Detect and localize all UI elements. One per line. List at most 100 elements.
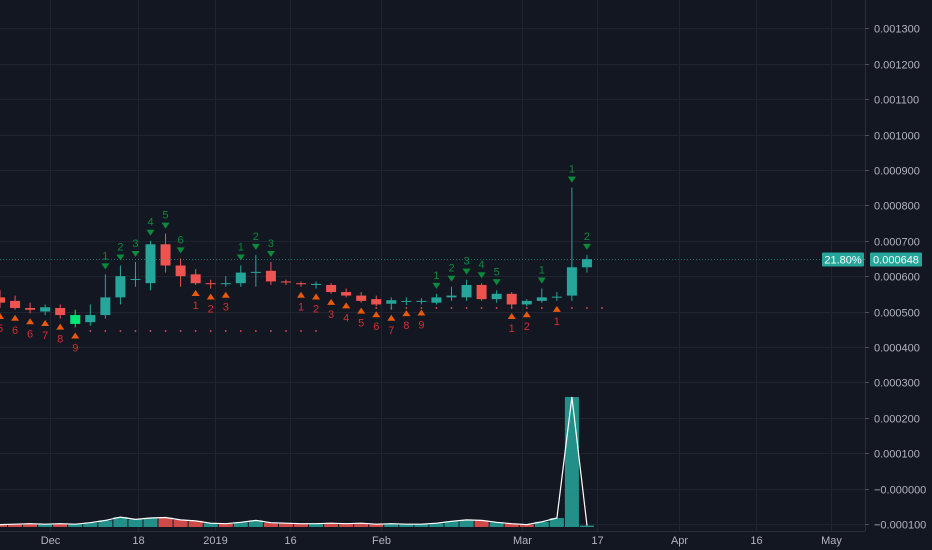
candle-body [10,300,21,308]
sell-setup-arrow [161,222,170,229]
last-price-badges: 21.80% 0.000648 [0,252,922,267]
volume-bar [188,520,203,527]
candle-body [401,300,412,302]
sell-count-label: 4 [479,259,485,271]
volume-bar [113,517,128,527]
buy-setup-arrow [26,318,35,325]
buy-count-label: 4 [343,312,349,324]
candle [446,286,457,301]
buy-count-label: 2 [524,321,530,333]
candle [491,290,502,303]
change-percent-text: 21.80% [824,255,862,267]
date-tick-label: Mar [513,535,532,547]
candle-body [55,307,66,316]
volume-bar [8,524,23,527]
sell-count-label: 5 [494,266,500,278]
support-dot [480,307,483,309]
candle [341,288,352,298]
buy-count-label: 8 [403,320,409,332]
volume-bar [549,518,564,527]
candle [551,292,562,301]
volume-bar [534,521,549,527]
candle [461,279,472,301]
buy-setup-arrow [357,307,366,314]
price-tick-label: 0.000900 [874,166,920,178]
date-tick-label: Dec [41,535,61,547]
candle-body [130,278,141,280]
date-tick-label: 16 [750,535,762,547]
candlestick-series [0,187,592,328]
buy-count-label: 9 [418,319,424,331]
candle-body [431,297,442,303]
date-tick-label: Apr [671,535,688,547]
support-dot [315,330,317,332]
support-dot [525,307,528,309]
buy-setup-arrow [507,312,516,319]
candle [235,265,246,287]
support-dot [540,307,543,309]
candle-body [280,281,291,283]
date-tick-label: 2019 [203,535,227,547]
candle [356,292,367,303]
candle [250,254,261,287]
sell-count-label: 5 [162,210,168,222]
candle [416,298,427,305]
buy-setup-arrow [206,293,215,300]
volume-bar [293,523,309,527]
support-dot [285,330,287,332]
volume-bar [414,524,429,527]
volume-bar [233,522,248,527]
support-dot [571,307,573,309]
candle-body [235,272,246,284]
buy-setup-arrow [522,311,531,318]
buy-setup-arrow [327,298,336,305]
sell-setup-arrow [251,243,260,250]
candle [566,187,577,301]
volume-bar [579,525,594,527]
last-price-badge [870,252,922,267]
volume-bar [459,519,474,527]
candle-body [566,267,577,296]
candle [476,283,487,301]
candle-body [220,283,231,285]
candle-body [250,271,261,273]
support-dot [254,330,257,332]
candle [401,297,412,306]
candle [85,304,96,326]
sell-count-label: 3 [132,238,138,250]
candle-body [70,315,81,324]
candle-body [326,284,337,293]
buy-count-label: 6 [27,328,33,340]
buy-setup-arrow [41,320,50,327]
candle-body [205,283,216,285]
volume-bar [309,523,324,527]
buy-setup-arrow [56,323,65,330]
candle-body [265,270,276,282]
sell-count-label: 2 [253,231,259,243]
volume-bar [143,518,158,527]
candle-body [190,274,201,284]
time-scale[interactable]: Dec 18 2019 16 Feb Mar 17 Apr 16 May [41,535,843,547]
support-dot [164,330,167,332]
candle [10,295,21,310]
volume-bar [173,519,188,527]
candle [386,297,397,310]
volume-bar [489,522,504,527]
volume-bar [399,524,414,527]
candle [521,299,532,307]
support-dot [465,307,468,309]
buy-count-label: 5 [0,323,3,335]
sell-setup-arrow [582,243,591,250]
volume-bar [564,397,579,527]
price-tick-label: 0.001100 [874,95,919,107]
sell-count-label: 1 [569,164,575,176]
volume-bar [128,519,143,527]
volume-bar [324,523,339,527]
support-dot [179,330,182,332]
candle [296,281,306,287]
buy-count-label: 1 [554,316,560,328]
price-scale[interactable]: 0.001300 0.001200 0.001100 0.001000 0.000900… [865,24,926,532]
candle-body [356,295,367,301]
sell-count-label: 1 [238,242,244,254]
